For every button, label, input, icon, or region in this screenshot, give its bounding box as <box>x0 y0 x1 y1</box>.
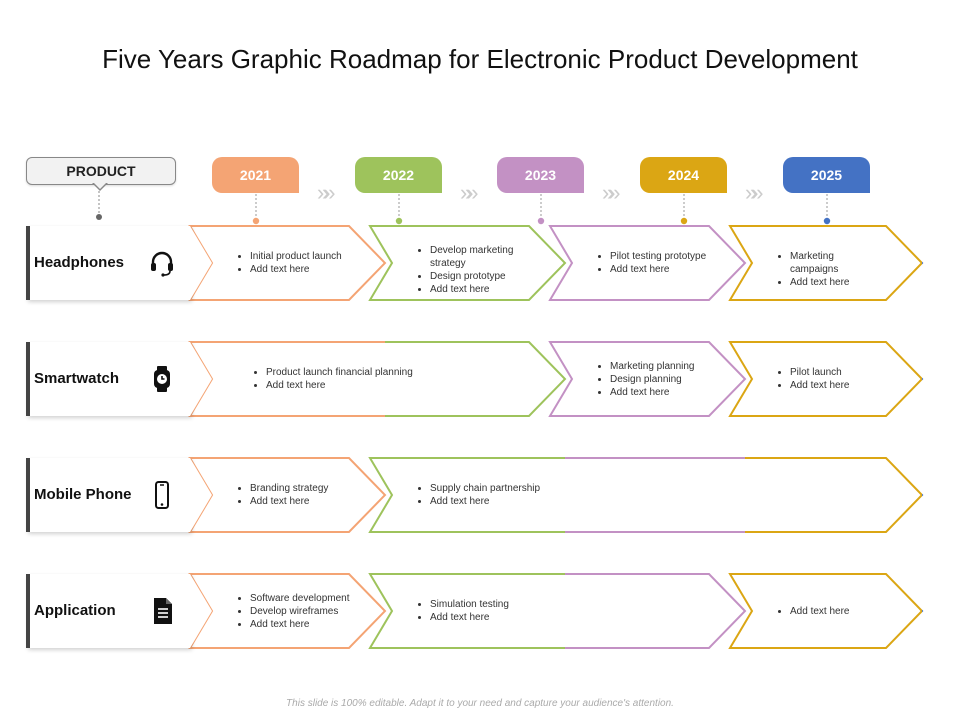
roadmap-cell: Branding strategyAdd text here <box>232 482 352 508</box>
roadmap-chevron <box>368 225 567 301</box>
roadmap-chevron <box>728 573 924 649</box>
bullet-item: Software development <box>250 592 352 605</box>
roadmap-chevron <box>548 225 747 301</box>
year-dot-2022 <box>395 217 403 225</box>
bullet-item: Initial product launch <box>250 250 352 263</box>
page-title: Five Years Graphic Roadmap for Electroni… <box>102 44 858 74</box>
headset-icon <box>148 249 176 277</box>
bullet-item: Add text here <box>610 263 712 276</box>
bullet-item: Develop wireframes <box>250 605 352 618</box>
row-label-tip <box>190 226 212 300</box>
roadmap-chevron <box>188 457 387 533</box>
roadmap-chevron <box>188 225 387 301</box>
year-tab-2024: 2024 <box>640 157 727 193</box>
bullet-item: Marketing campaigns <box>790 250 874 276</box>
roadmap-cell: Simulation testingAdd text here <box>412 598 612 624</box>
product-header: PRODUCT <box>26 157 176 185</box>
roadmap-chevron <box>368 573 747 649</box>
bullet-item: Supply chain partnership <box>430 482 612 495</box>
bullet-item: Add text here <box>430 611 612 624</box>
product-header-pointer-fill <box>93 182 107 189</box>
bullet-item: Simulation testing <box>430 598 612 611</box>
row-label-text: Headphones <box>34 254 125 271</box>
bullet-item: Develop marketing strategy <box>430 244 532 270</box>
roadmap-chevron <box>188 341 567 417</box>
bullet-item: Add text here <box>790 605 874 618</box>
year-tab-2021: 2021 <box>212 157 299 193</box>
bullet-item: Add text here <box>250 495 352 508</box>
product-dot <box>96 214 102 220</box>
year-dot-2025 <box>823 217 831 225</box>
roadmap-cell: Software developmentDevelop wireframesAd… <box>232 592 352 631</box>
roadmap-cell: Develop marketing strategyDesign prototy… <box>412 244 532 296</box>
bullet-item: Add text here <box>430 495 612 508</box>
roadmap-cell: Marketing campaignsAdd text here <box>772 250 874 289</box>
row-label-text: Mobile Phone <box>34 486 132 503</box>
bullet-item: Add text here <box>430 283 532 296</box>
roadmap-chevron <box>368 457 924 533</box>
row-label-tip <box>190 574 212 648</box>
bullet-item: Product launch financial planning <box>266 366 448 379</box>
row-label-tip <box>190 458 212 532</box>
bullet-item: Marketing planning <box>610 360 712 373</box>
bullet-item: Design planning <box>610 373 712 386</box>
bullet-item: Add text here <box>266 379 448 392</box>
roadmap-cell: Add text here <box>772 605 874 618</box>
year-tab-2022: 2022 <box>355 157 442 193</box>
roadmap-cell: Product launch financial planningAdd tex… <box>248 366 448 392</box>
bullet-item: Add text here <box>250 263 352 276</box>
year-dot-2021 <box>252 217 260 225</box>
row-label-smartwatch: Smartwatch <box>26 342 212 416</box>
roadmap-cell: Supply chain partnershipAdd text here <box>412 482 612 508</box>
bullet-item: Add text here <box>790 379 874 392</box>
bullet-item: Pilot launch <box>790 366 874 379</box>
bullet-item: Add text here <box>610 386 712 399</box>
bullet-item: Add text here <box>250 618 352 631</box>
document-icon <box>148 597 176 625</box>
row-label-text: Application <box>34 602 116 619</box>
bullet-item: Design prototype <box>430 270 532 283</box>
smartwatch-icon <box>148 365 176 393</box>
bullet-item: Add text here <box>790 276 874 289</box>
roadmap-chevron <box>728 225 924 301</box>
roadmap-chevron <box>548 341 747 417</box>
row-label-application: Application <box>26 574 212 648</box>
row-label-headphones: Headphones <box>26 226 212 300</box>
row-label-mobile-phone: Mobile Phone <box>26 458 212 532</box>
row-label-text: Smartwatch <box>34 370 120 387</box>
roadmap-cell: Pilot launchAdd text here <box>772 366 874 392</box>
footer-note: This slide is 100% editable. Adapt it to… <box>286 698 674 709</box>
bullet-item: Branding strategy <box>250 482 352 495</box>
roadmap-cell: Marketing planningDesign planningAdd tex… <box>592 360 712 399</box>
roadmap-cell: Pilot testing prototypeAdd text here <box>592 250 712 276</box>
roadmap-chevron <box>728 341 924 417</box>
year-dot-2023 <box>537 217 545 225</box>
roadmap-cell: Initial product launchAdd text here <box>232 250 352 276</box>
year-tab-2023: 2023 <box>497 157 584 193</box>
bullet-item: Pilot testing prototype <box>610 250 712 263</box>
year-tab-2025: 2025 <box>783 157 870 193</box>
mobile-phone-icon <box>148 481 176 509</box>
roadmap-chevron <box>188 573 387 649</box>
row-label-tip <box>190 342 212 416</box>
year-dot-2024 <box>680 217 688 225</box>
